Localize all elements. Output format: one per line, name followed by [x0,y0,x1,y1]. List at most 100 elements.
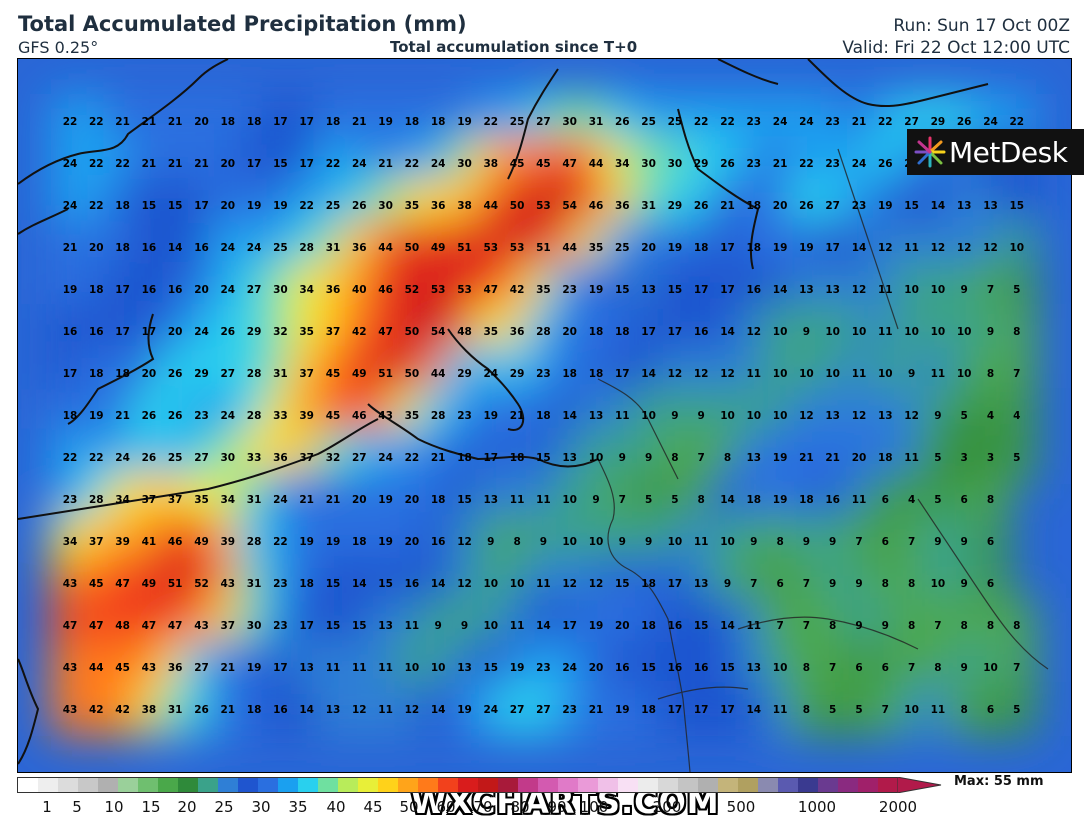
precip-value: 43 [378,410,393,422]
scale-swatch [458,778,479,792]
precip-value: 32 [273,326,288,338]
precip-value: 6 [882,662,889,674]
map-subtitle: Total accumulation since T+0 [390,38,638,56]
precip-value: 19 [63,284,78,296]
precip-value: 3 [987,452,994,464]
precip-value: 31 [641,200,656,212]
precip-value: 18 [299,578,314,590]
precip-value: 17 [668,578,683,590]
scale-swatch [98,778,119,792]
precip-value: 6 [882,494,889,506]
precip-value: 22 [63,452,78,464]
precip-value: 7 [934,620,941,632]
precip-value: 12 [457,536,472,548]
precip-value: 42 [115,704,130,716]
precip-value: 9 [724,578,731,590]
scale-swatch [178,778,199,792]
model-label: GFS 0.25° [18,38,99,57]
precip-value: 14 [720,326,735,338]
precip-value: 16 [89,326,104,338]
precip-value: 37 [326,326,341,338]
precip-value: 45 [115,662,130,674]
scale-swatch [438,778,459,792]
precip-value: 50 [510,200,525,212]
scale-swatch [838,778,859,792]
scale-tick-label: 15 [141,798,161,816]
precip-value: 33 [247,452,262,464]
precip-value: 31 [247,578,262,590]
precip-value: 10 [904,326,919,338]
precip-value: 50 [405,242,420,254]
precip-value: 8 [961,620,968,632]
precip-value: 9 [698,410,705,422]
precip-value: 8 [803,704,810,716]
precip-value: 6 [882,536,889,548]
precip-value: 19 [510,662,525,674]
scale-tick-label: 30 [251,798,271,816]
precip-value: 43 [220,578,235,590]
precip-value: 29 [668,200,683,212]
scale-swatch [298,778,319,792]
precip-value: 49 [142,578,157,590]
precip-value: 9 [671,410,678,422]
precip-value: 35 [589,242,604,254]
scale-tick-label: 60 [436,798,456,816]
precip-value: 13 [957,200,972,212]
scale-swatch [398,778,419,792]
precip-value: 13 [878,410,893,422]
precip-value: 7 [803,620,810,632]
precip-value: 36 [168,662,183,674]
scale-swatch [138,778,159,792]
precip-value: 35 [299,326,314,338]
precip-value: 21 [589,704,604,716]
precip-value: 7 [882,704,889,716]
precip-value: 51 [457,242,472,254]
precip-value: 12 [668,368,683,380]
scale-swatch [758,778,779,792]
precip-value: 18 [589,326,604,338]
precip-value: 12 [589,578,604,590]
precip-value: 20 [405,494,420,506]
precip-value: 6 [987,536,994,548]
precip-value: 53 [510,242,525,254]
scale-tick-label: 1000 [797,798,837,816]
precip-value: 35 [483,326,498,338]
precipitation-map[interactable]: 22 22 21 21 21 20 18 18 17 17 18 21 19 18 18 19 22 25 27 30… [17,58,1084,821]
precip-value: 51 [536,242,551,254]
precip-value: 47 [378,326,393,338]
precip-value: 27 [825,200,840,212]
precip-value: 27 [352,452,367,464]
precip-value: 7 [855,536,862,548]
precip-value: 11 [326,662,341,674]
precip-value: 44 [89,662,104,674]
precip-value: 8 [908,620,915,632]
precip-value: 5 [1013,284,1020,296]
precip-value: 18 [457,452,472,464]
precip-value: 44 [483,200,498,212]
precip-value: 12 [746,326,761,338]
precip-value: 16 [746,284,761,296]
precip-value: 17 [299,158,314,170]
precip-value: 21 [220,704,235,716]
precip-value: 13 [746,452,761,464]
precip-value: 19 [773,494,788,506]
precip-value: 12 [352,704,367,716]
coastlines [18,59,989,765]
precip-value: 21 [115,410,130,422]
precip-value: 17 [115,284,130,296]
precip-value: 51 [168,578,183,590]
max-value-label: Max: 55 mm [954,774,1044,789]
precip-value: 10 [957,326,972,338]
precip-value: 10 [983,662,998,674]
precip-value: 5 [645,494,652,506]
precip-value: 15 [641,662,656,674]
precip-value: 10 [904,284,919,296]
precip-value: 17 [142,326,157,338]
precip-value: 9 [645,452,652,464]
precip-value: 25 [326,200,341,212]
precip-value: 9 [934,410,941,422]
precip-value: 38 [142,704,157,716]
precip-value: 10 [773,368,788,380]
precip-value: 11 [615,410,630,422]
precip-value: 46 [378,284,393,296]
